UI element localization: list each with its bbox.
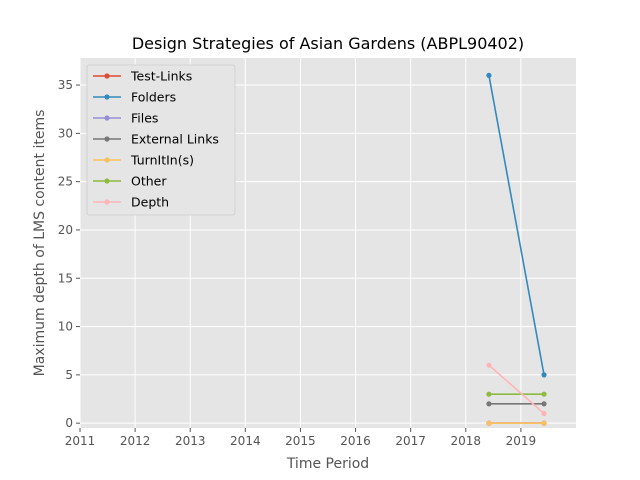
x-tick-label: 2015: [285, 434, 316, 448]
legend-label: Test-Links: [130, 69, 192, 84]
legend-swatch-marker: [104, 136, 110, 142]
y-axis-ticks: 0 5 10 15 20 25 30 35: [58, 78, 80, 430]
data-point: [486, 401, 492, 407]
legend-label: Other: [131, 174, 167, 189]
legend-label: Folders: [131, 90, 176, 105]
x-tick-label: 2017: [395, 434, 426, 448]
x-tick-label: 2014: [230, 434, 261, 448]
legend-swatch-marker: [104, 73, 110, 79]
x-tick-label: 2019: [506, 434, 537, 448]
y-axis-label: Maximum depth of LMS content items: [32, 110, 48, 377]
y-tick-label: 5: [65, 368, 73, 382]
data-point: [486, 362, 492, 368]
x-tick-label: 2012: [120, 434, 151, 448]
legend-swatch-marker: [104, 199, 110, 205]
data-point: [541, 372, 547, 378]
data-point: [486, 391, 492, 397]
data-point: [541, 420, 547, 426]
x-tick-label: 2016: [340, 434, 371, 448]
legend-box: [86, 64, 236, 216]
y-tick-label: 0: [65, 416, 73, 430]
series-lines: [486, 72, 547, 426]
x-axis-label: Time Period: [286, 456, 369, 472]
y-tick-label: 30: [58, 126, 73, 140]
series-depth: [486, 362, 547, 417]
legend-swatch-marker: [104, 178, 110, 184]
data-point: [541, 391, 547, 397]
chart-title: Design Strategies of Asian Gardens (ABPL…: [132, 34, 524, 53]
legend-label: TurnItIn(s): [130, 153, 194, 168]
legend-label: Depth: [131, 195, 169, 210]
y-tick-label: 25: [58, 175, 73, 189]
legend-label: External Links: [131, 132, 219, 147]
y-tick-label: 35: [58, 78, 73, 92]
y-tick-label: 10: [58, 320, 73, 334]
x-tick-label: 2018: [451, 434, 482, 448]
legend-swatch-marker: [104, 157, 110, 163]
y-tick-label: 15: [58, 271, 73, 285]
series-turnitin-s-: [486, 420, 547, 426]
legend: Test-Links Folders Files External Links Turn…: [86, 64, 236, 216]
x-tick-label: 2013: [175, 434, 206, 448]
series-external-links: [486, 401, 547, 407]
series-folders: [486, 72, 547, 378]
data-point: [541, 410, 547, 417]
y-tick-label: 20: [58, 223, 73, 237]
legend-swatch-marker: [104, 115, 110, 121]
legend-swatch-marker: [104, 94, 110, 100]
data-point: [486, 72, 492, 78]
series-line: [488, 364, 545, 415]
data-point: [541, 401, 547, 407]
legend-label: Files: [131, 111, 158, 126]
data-point: [486, 420, 492, 426]
series-other: [486, 391, 547, 397]
x-tick-label: 2011: [65, 434, 96, 448]
x-axis-ticks: 2011 2012 2013 2014 2015 2016 2017 2018 2019: [65, 428, 536, 448]
series-line: [488, 75, 545, 376]
